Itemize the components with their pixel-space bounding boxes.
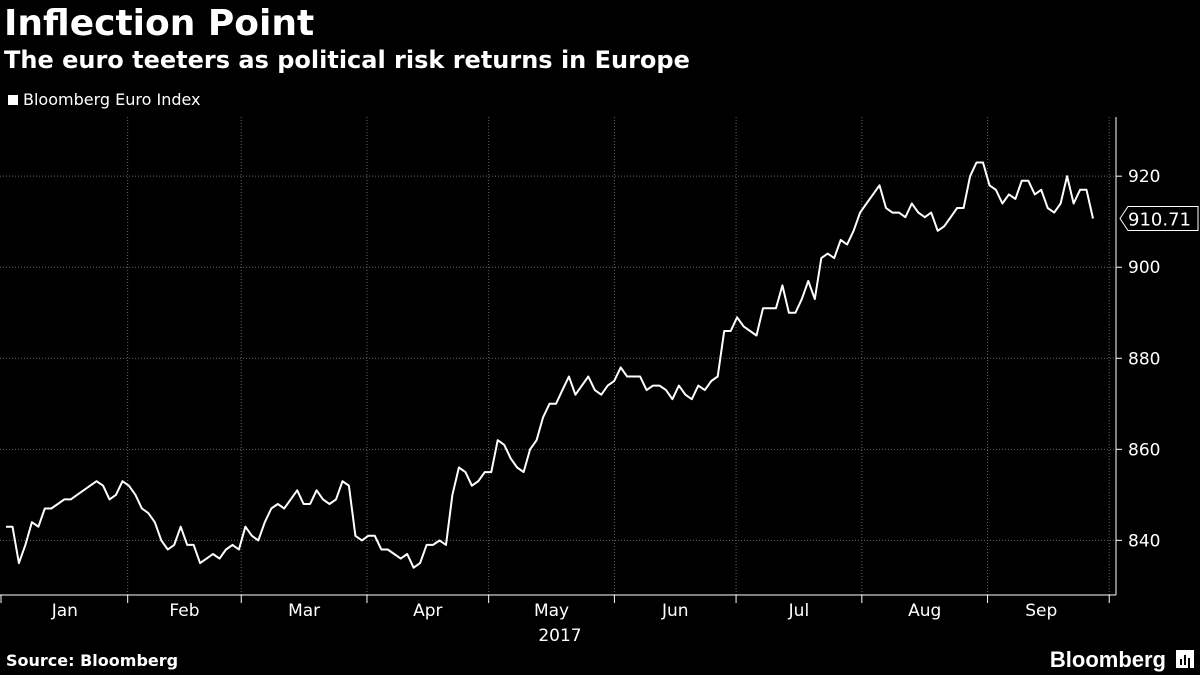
chart-subtitle: The euro teeters as political risk retur… — [4, 46, 690, 74]
legend: Bloomberg Euro Index — [8, 89, 201, 111]
x-tick-label: May — [534, 601, 569, 621]
bloomberg-logo: Bloomberg — [1049, 647, 1166, 672]
labels: 840 860 880 900 920 Jan Feb Mar Apr May Jun Jul Aug S… — [51, 167, 1199, 646]
x-tick-label: Feb — [169, 601, 199, 621]
x-tick-label: Sep — [1025, 601, 1057, 621]
x-tick-label: Aug — [908, 601, 941, 621]
legend-swatch — [8, 95, 18, 105]
axes — [0, 117, 1122, 603]
bloomberg-terminal-icon — [1176, 650, 1194, 668]
x-tick-label: Jul — [788, 601, 810, 621]
last-value-callout — [1119, 205, 1199, 231]
series-layer — [6, 161, 1094, 569]
source-note: Source: Bloomberg — [6, 651, 179, 670]
x-tick-label: Apr — [413, 601, 442, 621]
chart-title: Inflection Point — [4, 3, 315, 44]
y-tick-label: 880 — [1128, 349, 1160, 369]
x-year-label: 2017 — [538, 626, 581, 646]
y-tick-label: 920 — [1128, 167, 1160, 187]
grid — [0, 117, 1116, 595]
x-tick-label: Jan — [51, 601, 78, 621]
y-tick-label: 860 — [1128, 440, 1160, 460]
last-value-label: 910.71 — [1128, 209, 1191, 230]
x-tick-label: Mar — [288, 601, 320, 621]
legend-label: Bloomberg Euro Index — [23, 90, 201, 109]
series-line-bloomberg-euro-index — [6, 161, 1094, 569]
x-tick-label: Jun — [661, 601, 689, 621]
y-tick-label: 840 — [1128, 531, 1160, 551]
y-tick-label: 900 — [1128, 258, 1160, 278]
